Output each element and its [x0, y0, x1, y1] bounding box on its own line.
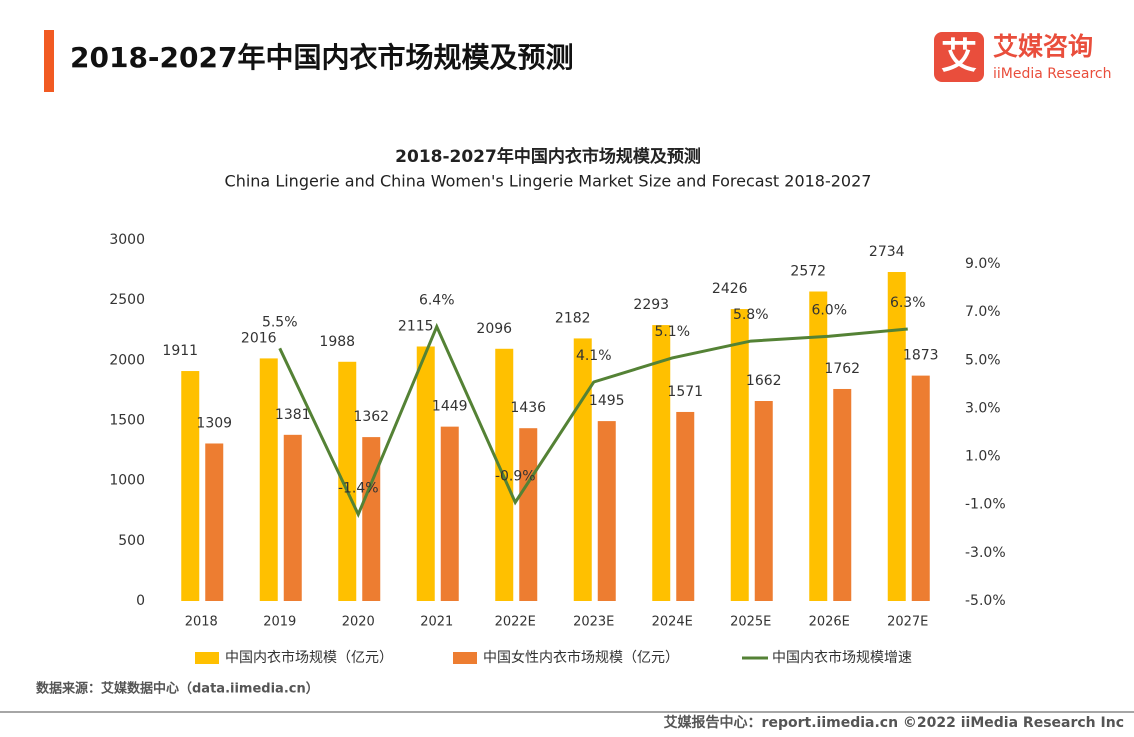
bar	[205, 443, 224, 601]
x-tick-label: 2022E	[495, 615, 536, 630]
line-value-label: 4.1%	[576, 348, 612, 364]
y-tick-label: 2500	[109, 292, 145, 308]
y2-tick-label: -3.0%	[965, 545, 1006, 561]
y-tick-label: 2000	[109, 352, 145, 368]
legend-label: 中国内衣市场规模增速	[772, 649, 912, 666]
line-value-label: 5.5%	[262, 314, 298, 330]
bar	[440, 426, 459, 601]
bar	[362, 437, 381, 601]
source: 数据来源：艾媒数据中心（data.iimedia.cn）	[36, 681, 319, 697]
bar	[519, 428, 538, 601]
bar-value-label: 1988	[319, 334, 355, 350]
logo-icon-bg	[934, 32, 984, 82]
bar-value-label: 2182	[555, 310, 591, 326]
bar-value-label: 2293	[633, 297, 669, 313]
legend-swatch	[195, 652, 219, 664]
bar	[676, 411, 695, 601]
bar-value-label: 2734	[869, 244, 905, 260]
bar-value-label: 1911	[162, 343, 198, 359]
bar-value-label: 1571	[667, 384, 703, 400]
bar	[338, 361, 357, 601]
line-value-label: 5.1%	[654, 324, 690, 340]
bar-value-label: 1309	[196, 415, 232, 431]
chart-title: 2018-2027年中国内衣市场规模及预测	[395, 146, 701, 167]
legend-label: 中国女性内衣市场规模（亿元）	[483, 649, 679, 666]
footer: 艾媒报告中心：report.iimedia.cn ©2022 iiMedia R…	[664, 714, 1124, 731]
bar	[754, 401, 773, 601]
line-value-label: 6.3%	[890, 295, 926, 311]
x-tick-label: 2024E	[652, 615, 693, 630]
bar-value-label: 1873	[903, 348, 939, 364]
y-tick-label: 0	[136, 593, 145, 609]
x-tick-label: 2019	[263, 615, 296, 630]
line-value-label: 5.8%	[733, 307, 769, 323]
bar	[652, 325, 671, 601]
x-tick-label: 2020	[342, 615, 375, 630]
bar-value-label: 1662	[746, 373, 782, 389]
bar	[597, 421, 616, 601]
y2-tick-label: 3.0%	[965, 400, 1001, 416]
x-tick-label: 2027E	[887, 615, 928, 630]
legend-label: 中国内衣市场规模（亿元）	[225, 649, 393, 666]
bar-value-label: 1436	[510, 400, 546, 416]
x-tick-label: 2023E	[573, 615, 614, 630]
bar	[887, 272, 906, 601]
bar	[283, 434, 302, 601]
y-tick-label: 1500	[109, 413, 145, 429]
y-tick-label: 1000	[109, 473, 145, 489]
bar	[259, 358, 278, 601]
x-tick-label: 2021	[420, 615, 453, 630]
y2-tick-label: 9.0%	[965, 256, 1001, 272]
bar-value-label: 2115	[398, 318, 434, 334]
line-value-label: 6.4%	[419, 293, 455, 309]
y2-tick-label: 5.0%	[965, 352, 1001, 368]
y2-tick-label: -5.0%	[965, 593, 1006, 609]
bar-value-label: 2096	[476, 321, 512, 337]
logo-icon: 艾	[941, 36, 977, 77]
y2-tick-label: -1.0%	[965, 497, 1006, 513]
line	[278, 322, 908, 519]
chart-subtitle: China Lingerie and China Women's Lingeri…	[225, 172, 872, 191]
title-accent	[44, 30, 54, 92]
logo-en: iiMedia Research	[993, 66, 1112, 82]
bar-value-label: 1381	[275, 407, 311, 423]
line-value-label: 6.0%	[811, 302, 847, 318]
bar	[573, 338, 592, 601]
logo-cn: 艾媒咨询	[993, 32, 1093, 61]
x-tick-label: 2018	[185, 615, 218, 630]
x-tick-label: 2026E	[809, 615, 850, 630]
bar-value-label: 1762	[824, 361, 860, 377]
bar-value-label: 1362	[353, 409, 389, 425]
bar	[833, 388, 852, 601]
x-tick-label: 2025E	[730, 615, 771, 630]
line-value-label: -0.9%	[495, 468, 536, 484]
legend-swatch	[453, 652, 477, 664]
bar	[181, 371, 200, 601]
bar-value-label: 1495	[589, 393, 625, 409]
bar	[809, 291, 828, 601]
y2-tick-label: 1.0%	[965, 449, 1001, 465]
bar	[730, 309, 749, 601]
bar-value-label: 2016	[241, 330, 277, 346]
y2-tick-label: 7.0%	[965, 304, 1001, 320]
line-value-label: -1.4%	[338, 480, 379, 496]
y-tick-label: 3000	[109, 232, 145, 248]
bar	[911, 375, 930, 601]
bar-value-label: 1449	[432, 399, 468, 415]
bar-value-label: 2426	[712, 281, 748, 297]
bar-value-label: 2572	[790, 264, 826, 280]
bar	[416, 346, 435, 601]
page-title: 2018-2027年中国内衣市场规模及预测	[70, 41, 573, 74]
y-tick-label: 500	[118, 533, 145, 549]
